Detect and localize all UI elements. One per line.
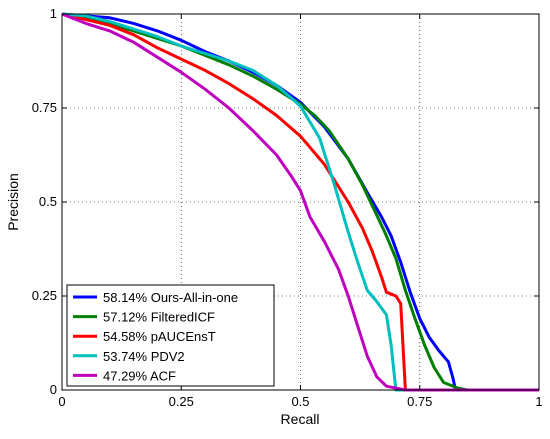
series-line-4 <box>61 12 539 392</box>
series-line-5 <box>61 12 539 392</box>
x-tick-label: 0.75 <box>407 394 432 409</box>
grid-lines <box>62 14 539 390</box>
legend-entry: 58.14% Ours-All-in-one <box>103 290 238 305</box>
legend-entry: 54.58% pAUCEnsT <box>103 329 216 344</box>
axis-ticks: 0 0.25 0.5 0.75 1 0 0.25 0.5 0.75 1 <box>32 6 543 409</box>
series-line-3 <box>61 12 539 392</box>
legend-box <box>66 284 275 387</box>
legend-entry: 47.29% ACF <box>103 368 176 383</box>
legend-entry: 57.12% FilteredICF <box>103 310 215 325</box>
x-tick-label: 0 <box>58 394 65 409</box>
y-axis-title: Precision <box>5 173 21 231</box>
y-tick-label: 0 <box>50 382 57 397</box>
x-axis-title: Recall <box>281 411 320 427</box>
legend-entry: 53.74% PDV2 <box>103 349 185 364</box>
legend: 58.14% Ours-All-in-one 57.12% FilteredICF… <box>66 284 275 387</box>
x-tick-label: 1 <box>535 394 542 409</box>
y-tick-label: 0.75 <box>32 100 57 115</box>
y-tick-label: 1 <box>50 6 57 21</box>
x-tick-label: 0.5 <box>291 394 309 409</box>
y-tick-label: 0.25 <box>32 288 57 303</box>
x-tick-label: 0.25 <box>169 394 194 409</box>
series-lines <box>61 12 539 392</box>
y-tick-label: 0.5 <box>39 194 57 209</box>
